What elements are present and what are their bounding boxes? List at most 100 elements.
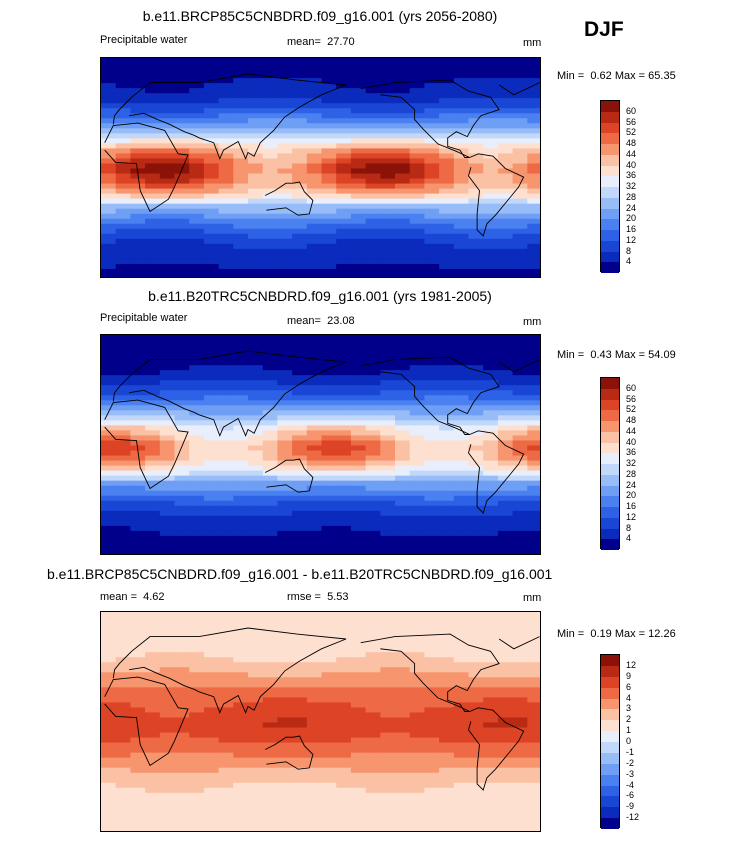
map-cell (336, 274, 351, 278)
map-cell (469, 753, 484, 759)
map-cell (160, 471, 175, 477)
map-cell (322, 828, 337, 832)
map-cell (145, 264, 160, 270)
map-cell (263, 642, 278, 648)
map-cell (292, 501, 307, 507)
map-cell (263, 612, 278, 618)
panel-1-map (100, 57, 541, 278)
map-cell (439, 481, 454, 487)
map-cell (277, 163, 292, 169)
map-cell (130, 612, 145, 618)
map-cell (248, 662, 263, 668)
map-cell (498, 143, 513, 149)
colorbar-segment (601, 421, 619, 432)
map-cell (513, 788, 528, 794)
map-cell (116, 214, 131, 220)
map-cell (116, 113, 131, 119)
map-cell (263, 259, 278, 265)
map-cell (424, 229, 439, 235)
map-cell (263, 753, 278, 759)
map-cell (189, 728, 204, 734)
map-cell (469, 148, 484, 154)
map-cell (322, 189, 337, 195)
map-cell (395, 672, 410, 678)
map-cell (189, 98, 204, 104)
colorbar-segment (601, 155, 619, 166)
map-cell (351, 395, 366, 401)
map-cell (263, 536, 278, 542)
map-cell (439, 506, 454, 512)
map-cell (292, 430, 307, 436)
map-cell (513, 828, 528, 832)
map-cell (380, 672, 395, 678)
map-cell (439, 627, 454, 633)
map-cell (410, 768, 425, 774)
map-cell (101, 466, 116, 472)
map-cell (424, 657, 439, 663)
map-cell (351, 264, 366, 270)
map-cell (233, 798, 248, 804)
map-cell (248, 466, 263, 472)
map-cell (439, 88, 454, 94)
map-cell (116, 204, 131, 210)
map-cell (219, 249, 234, 255)
map-cell (351, 456, 366, 462)
map-cell (292, 199, 307, 205)
map-cell (160, 506, 175, 512)
map-cell (527, 707, 541, 713)
map-cell (527, 63, 541, 69)
map-cell (322, 486, 337, 492)
map-cell (160, 728, 175, 734)
map-cell (380, 133, 395, 139)
map-cell (351, 385, 366, 391)
map-cell (145, 617, 160, 623)
map-cell (130, 264, 145, 270)
map-cell (366, 244, 381, 250)
map-cell (263, 712, 278, 718)
map-cell (336, 395, 351, 401)
map-cell (248, 788, 263, 794)
map-cell (380, 274, 395, 278)
map-cell (424, 425, 439, 431)
map-cell (263, 758, 278, 764)
map-cell (351, 632, 366, 638)
map-cell (366, 249, 381, 255)
map-cell (527, 93, 541, 99)
map-cell (307, 184, 322, 190)
map-cell (351, 269, 366, 275)
map-cell (263, 234, 278, 240)
map-cell (233, 793, 248, 799)
map-cell (189, 380, 204, 386)
map-cell (469, 657, 484, 663)
map-cell (145, 405, 160, 411)
map-cell (424, 259, 439, 265)
map-cell (145, 753, 160, 759)
map-cell (366, 758, 381, 764)
map-cell (233, 521, 248, 527)
map-cell (454, 138, 469, 144)
map-cell (189, 395, 204, 401)
map-cell (513, 521, 528, 527)
map-cell (292, 244, 307, 250)
map-cell (116, 506, 131, 512)
map-cell (307, 345, 322, 351)
map-cell (292, 194, 307, 200)
map-cell (175, 622, 190, 628)
map-cell (204, 163, 219, 169)
map-cell (410, 491, 425, 497)
map-cell (116, 390, 131, 396)
map-cell (469, 68, 484, 74)
map-cell (263, 541, 278, 547)
map-cell (336, 128, 351, 134)
map-cell (527, 808, 541, 814)
map-cell (483, 717, 498, 723)
map-cell (498, 390, 513, 396)
map-cell (498, 58, 513, 64)
map-cell (263, 380, 278, 386)
map-cell (439, 546, 454, 552)
map-cell (248, 717, 263, 723)
map-cell (130, 254, 145, 260)
map-cell (219, 199, 234, 205)
map-cell (424, 58, 439, 64)
map-cell (175, 687, 190, 693)
